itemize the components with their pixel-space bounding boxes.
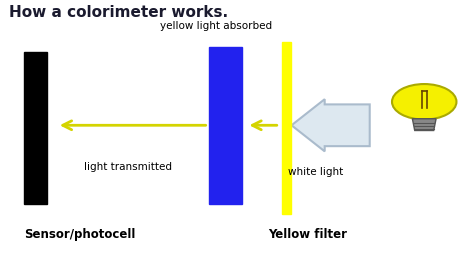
Text: white light: white light	[288, 167, 343, 177]
FancyArrow shape	[292, 99, 370, 151]
Bar	[24, 52, 47, 204]
Text: Sensor/photocell: Sensor/photocell	[24, 228, 135, 241]
Text: How a colorimeter works.: How a colorimeter works.	[9, 5, 228, 20]
Text: light transmitted: light transmitted	[84, 162, 172, 172]
Bar	[282, 42, 291, 214]
Bar	[209, 47, 242, 204]
Text: Yellow filter: Yellow filter	[268, 228, 347, 241]
Polygon shape	[412, 119, 436, 130]
Text: yellow light absorbed: yellow light absorbed	[160, 21, 272, 31]
Circle shape	[392, 84, 456, 120]
